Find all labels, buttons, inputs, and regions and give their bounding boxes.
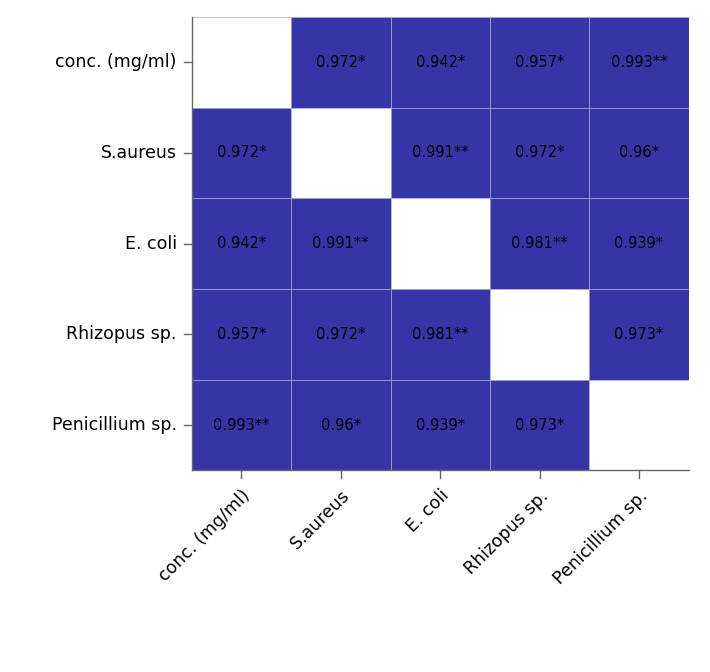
Bar [192, 380, 291, 470]
Text: Penicillium sp.: Penicillium sp. [551, 487, 652, 588]
Bar [192, 17, 291, 108]
Text: 0.972*: 0.972* [316, 327, 366, 342]
Bar [391, 17, 490, 108]
Bar [490, 289, 589, 380]
Text: 0.993**: 0.993** [611, 54, 667, 70]
Bar [391, 289, 490, 380]
Text: E. coli: E. coli [125, 235, 177, 253]
Text: conc. (mg/ml): conc. (mg/ml) [55, 53, 177, 71]
Text: S.aureus: S.aureus [287, 487, 354, 553]
Text: Rhizopus sp.: Rhizopus sp. [462, 487, 552, 577]
Bar [192, 289, 291, 380]
Text: 0.981**: 0.981** [511, 236, 568, 251]
Text: E. coli: E. coli [403, 487, 453, 536]
Bar [589, 17, 689, 108]
Bar [589, 289, 689, 380]
Bar [192, 198, 291, 289]
Bar [291, 17, 390, 108]
Bar [589, 108, 689, 198]
Text: 0.981**: 0.981** [412, 327, 469, 342]
Text: 0.973*: 0.973* [614, 327, 664, 342]
Text: Penicillium sp.: Penicillium sp. [52, 416, 177, 434]
Text: 0.96*: 0.96* [619, 145, 659, 161]
Bar [490, 380, 589, 470]
Bar [490, 17, 589, 108]
Text: 0.991**: 0.991** [412, 145, 469, 161]
Text: 0.957*: 0.957* [515, 54, 564, 70]
Text: conc. (mg/ml): conc. (mg/ml) [155, 487, 254, 585]
Text: 0.939*: 0.939* [415, 417, 465, 433]
Bar [589, 380, 689, 470]
Text: 0.942*: 0.942* [217, 236, 266, 251]
Text: 0.957*: 0.957* [217, 327, 266, 342]
Text: 0.972*: 0.972* [316, 54, 366, 70]
Bar [490, 108, 589, 198]
Bar [391, 198, 490, 289]
Bar [391, 380, 490, 470]
Bar [291, 380, 390, 470]
Text: 0.972*: 0.972* [217, 145, 266, 161]
Text: S.aureus: S.aureus [101, 144, 177, 162]
Bar [291, 198, 390, 289]
Bar [192, 108, 291, 198]
Text: 0.939*: 0.939* [614, 236, 664, 251]
Bar [391, 108, 490, 198]
Bar [291, 108, 390, 198]
Text: Rhizopus sp.: Rhizopus sp. [67, 325, 177, 343]
Bar [291, 289, 390, 380]
Bar [490, 198, 589, 289]
Text: 0.972*: 0.972* [515, 145, 564, 161]
Text: 0.96*: 0.96* [321, 417, 361, 433]
Text: 0.942*: 0.942* [415, 54, 465, 70]
Text: 0.991**: 0.991** [312, 236, 369, 251]
Text: 0.973*: 0.973* [515, 417, 564, 433]
Bar [589, 198, 689, 289]
Text: 0.993**: 0.993** [213, 417, 270, 433]
